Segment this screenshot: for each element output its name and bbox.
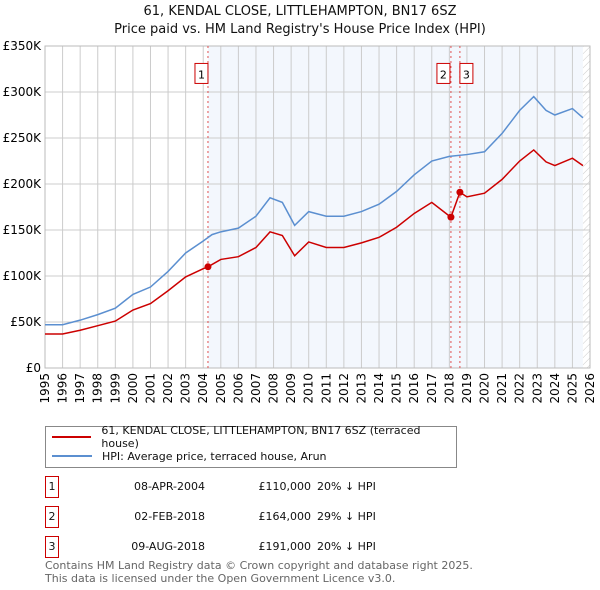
x-tick-label: 2019 (460, 373, 474, 404)
hpi-line (45, 95, 584, 326)
x-tick-label: 1999 (108, 373, 122, 404)
y-tick-label: £200K (3, 177, 43, 191)
price-chart: 1995 1996 1997 1998 1999 2000 2001 2002 2003 2004… (3, 39, 597, 404)
x-tick-label: 2007 (249, 373, 263, 404)
x-tick-label: 2023 (530, 373, 544, 404)
x-tick-label: 2012 (337, 373, 351, 404)
x-tick-label: 2003 (179, 373, 193, 404)
sale-marker-box (459, 62, 474, 84)
sale-date: 08-APR-2004 (133, 480, 205, 493)
sale-point (204, 263, 212, 271)
x-tick-label: 2024 (548, 373, 562, 404)
plot-frame (44, 45, 591, 369)
y-tick-label: £250K (3, 131, 43, 145)
x-tick-label: 2021 (495, 373, 509, 404)
y-tick-label: £50K (10, 315, 42, 329)
sale-marker-box: 2 (45, 506, 59, 528)
x-tick-label: 2009 (284, 373, 298, 404)
forecast-hatch (582, 46, 590, 368)
price-paid-line (45, 148, 584, 335)
x-tick-label: 2016 (407, 373, 421, 404)
x-tick-label: 2010 (302, 373, 316, 404)
footer: Contains HM Land Registry data © Crown c… (45, 559, 473, 585)
legend-item-property: 61, KENDAL CLOSE, LITTLEHAMPTON, BN17 6S… (52, 424, 456, 450)
x-tick-label: 2017 (425, 373, 439, 404)
y-tick-label: £100K (3, 269, 43, 283)
blue-line-swatch (52, 455, 92, 457)
sale-hpi-diff: 20% ↓ HPI (317, 540, 376, 553)
x-tick-label: 2018 (442, 373, 456, 404)
shaded-period (207, 46, 583, 368)
chart-subtitle: Price paid vs. HM Land Registry's House … (114, 22, 486, 37)
sale-marker-label: 1 (198, 68, 205, 81)
x-tick-label: 2004 (196, 373, 210, 404)
chart-title: 61, KENDAL CLOSE, LITTLEHAMPTON, BN17 6S… (143, 4, 457, 19)
footer-line: Contains HM Land Registry data © Crown c… (45, 559, 473, 572)
x-tick-label: 2002 (161, 373, 175, 404)
legend: 61, KENDAL CLOSE, LITTLEHAMPTON, BN17 6S… (45, 424, 457, 468)
sale-price: £191,000 (258, 540, 312, 553)
sale-marker-box (436, 62, 451, 84)
y-tick-label: £0 (26, 361, 41, 375)
legend-item-hpi: HPI: Average price, terraced house, Arun (52, 447, 327, 465)
x-tick-label: 2001 (143, 373, 157, 404)
legend-label: 61, KENDAL CLOSE, LITTLEHAMPTON, BN17 6S… (101, 424, 421, 450)
y-tick-label: £300K (3, 85, 43, 99)
x-tick-label: 1996 (56, 373, 70, 404)
sale-hpi-diff: 20% ↓ HPI (317, 480, 376, 493)
sale-point (456, 188, 464, 196)
x-tick-label: 2013 (354, 373, 368, 404)
sale-marker-box (194, 62, 209, 84)
sale-date: 02-FEB-2018 (134, 510, 205, 523)
x-tick-label: 1995 (38, 373, 52, 404)
sale-marker-label: 3 (463, 68, 470, 81)
sale-marker-label: 2 (440, 68, 447, 81)
sale-date: 09-AUG-2018 (131, 540, 205, 553)
x-tick-label: 2020 (478, 373, 492, 404)
sale-marker-box: 3 (45, 536, 59, 558)
x-tick-label: 2008 (267, 373, 281, 404)
x-tick-label: 1998 (91, 373, 105, 404)
sale-point (447, 213, 455, 221)
x-tick-label: 2011 (319, 373, 333, 404)
x-tick-label: 2022 (513, 373, 527, 404)
x-tick-label: 2006 (231, 373, 245, 404)
x-tick-label: 2015 (390, 373, 404, 404)
x-tick-label: 2000 (126, 373, 140, 404)
footer-line: This data is licensed under the Open Gov… (45, 572, 396, 585)
x-tick-label: 2025 (565, 373, 579, 404)
legend-label: HPI: Average price, terraced house, Arun (102, 449, 327, 463)
sale-hpi-diff: 29% ↓ HPI (317, 510, 376, 523)
x-tick-label: 2026 (583, 373, 597, 404)
sale-price: £110,000 (258, 480, 312, 493)
y-tick-label: £350K (3, 39, 43, 53)
x-tick-label: 2005 (214, 373, 228, 404)
sale-marker-box: 1 (45, 476, 59, 498)
y-tick-label: £150K (3, 223, 43, 237)
red-line-swatch (52, 436, 92, 438)
x-tick-label: 2014 (372, 373, 386, 404)
x-tick-label: 1997 (73, 373, 87, 404)
sale-price: £164,000 (258, 510, 312, 523)
